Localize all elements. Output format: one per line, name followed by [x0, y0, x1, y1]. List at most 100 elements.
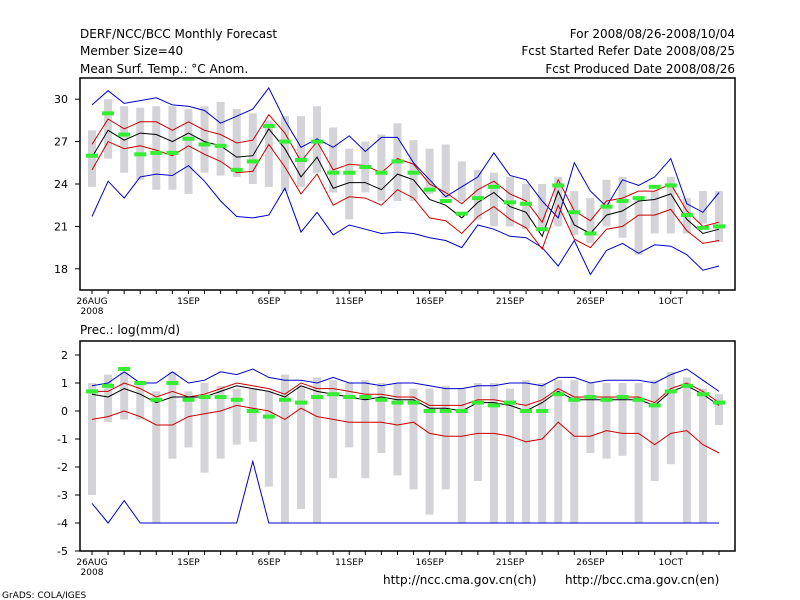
temp-spread-box	[184, 109, 193, 194]
temp-obs-marker	[230, 167, 243, 172]
prec-obs-marker	[359, 395, 372, 399]
temp-obs-marker	[214, 143, 227, 148]
temp-obs-marker	[600, 204, 613, 209]
prec-obs-marker	[536, 409, 549, 413]
temp-obs-marker	[86, 153, 98, 158]
temp-spread-box	[425, 148, 434, 194]
temp-spread-box	[602, 179, 611, 227]
prec-spread-box	[232, 388, 241, 445]
url-chinese[interactable]: http://ncc.cma.gov.cn(ch)	[383, 573, 537, 587]
temp-lower-spread-line	[91, 140, 720, 251]
temp-spread-box	[522, 184, 531, 230]
temp-obs-marker	[327, 170, 340, 175]
prec-obs-marker	[118, 367, 131, 371]
prec-spread-box	[297, 385, 305, 509]
prec-obs-marker	[391, 400, 404, 405]
prec-obs-marker	[680, 383, 693, 388]
temp-spread-box	[715, 191, 723, 242]
temp-spread-box	[634, 198, 643, 255]
prec-spread-box	[586, 383, 595, 453]
prec-y-tick-label: -5	[57, 545, 68, 558]
prec-obs-marker	[504, 400, 516, 405]
temp-spread-box	[120, 106, 129, 173]
temp-spread-box	[329, 127, 338, 193]
temp-obs-marker	[295, 157, 307, 162]
prec-upper-spread-line	[92, 382, 720, 406]
prec-spread-box	[425, 388, 434, 515]
prec-obs-marker	[150, 397, 163, 402]
prec-obs-marker	[134, 381, 147, 385]
prec-obs-marker	[455, 409, 468, 413]
temp-obs-marker	[343, 170, 356, 175]
prec-lower-spread-line	[91, 404, 720, 454]
temp-spread-box	[280, 116, 289, 192]
prec-spread-box	[441, 385, 450, 490]
temp-spread-box	[554, 176, 563, 227]
temp-obs-marker	[262, 124, 275, 129]
prec-obs-marker	[487, 403, 500, 408]
prec-y-tick-label: 2	[61, 349, 68, 362]
prec-x-tick-label: 26AUG	[76, 558, 107, 568]
prec-y-tick-label: -3	[57, 489, 68, 502]
prec-obs-marker	[696, 392, 709, 397]
temp-obs-marker	[487, 184, 500, 189]
temp-upper-spread-line	[91, 113, 720, 227]
temp-obs-marker	[696, 225, 709, 230]
temperature-plot-frame	[79, 77, 736, 291]
temp-obs-marker	[439, 198, 452, 203]
temp-spread-box	[264, 120, 273, 187]
forecast-produced-date: Fcst Produced Date 2008/08/26	[545, 62, 735, 76]
prec-y-tick-label: 0	[61, 405, 68, 418]
url-english[interactable]: http://bcc.cma.gov.cn(en)	[565, 573, 719, 587]
prec-spread-box	[715, 394, 723, 425]
temp-x-tick-label: 16SEP	[415, 297, 444, 307]
temp-spread-box	[377, 134, 386, 201]
prec-spread-box	[168, 371, 177, 459]
prec-spread-box	[200, 383, 209, 473]
prec-obs-marker	[262, 414, 275, 419]
temp-obs-marker	[568, 210, 581, 215]
prec-obs-marker	[278, 397, 291, 402]
prec-spread-box	[136, 383, 145, 420]
temp-obs-marker	[680, 213, 693, 218]
temp-obs-marker	[134, 152, 147, 157]
prec-obs-marker	[439, 409, 452, 413]
prec-obs-marker	[86, 389, 98, 394]
temp-y-tick-label: 18	[54, 263, 68, 276]
prec-x-tick-label: 26SEP	[576, 558, 605, 568]
temp-spread-box	[313, 106, 322, 173]
prec-x-year-label: 2008	[81, 568, 104, 578]
prec-spread-box	[682, 377, 691, 523]
prec-obs-marker	[311, 395, 324, 399]
temp-obs-marker	[584, 231, 597, 236]
temp-obs-marker	[504, 200, 516, 205]
temp-spread-box	[409, 140, 418, 201]
temp-spread-box	[248, 113, 257, 184]
temp-mean-line	[91, 128, 720, 238]
prec-y-tick-label: 1	[61, 377, 68, 390]
variable-label: Mean Surf. Temp.: °C Anom.	[80, 62, 248, 76]
prec-spread-box	[345, 383, 354, 448]
prec-obs-marker	[552, 392, 565, 397]
prec-x-tick-label: 1SEP	[177, 558, 200, 568]
prec-obs-marker	[713, 400, 725, 405]
prec-obs-marker	[327, 392, 340, 397]
temp-spread-box	[152, 106, 161, 190]
temp-obs-marker	[552, 183, 565, 188]
prec-y-tick-label: -1	[57, 433, 68, 446]
temp-spread-box	[666, 176, 675, 234]
prec-spread-box	[522, 380, 531, 523]
temp-spread-box	[618, 176, 627, 238]
temp-obs-marker	[423, 187, 436, 192]
prec-spread-box	[152, 391, 161, 523]
temp-x-tick-label: 1SEP	[177, 297, 200, 307]
temp-spread-box	[473, 169, 482, 220]
prec-obs-marker	[214, 395, 227, 399]
prec-spread-box	[457, 388, 466, 523]
prec-spread-box	[184, 391, 193, 448]
prec-obs-marker	[600, 397, 613, 402]
temp-max-envelope-line	[91, 86, 720, 219]
prec-spread-box	[377, 383, 386, 453]
prec-spread-box	[634, 383, 643, 523]
